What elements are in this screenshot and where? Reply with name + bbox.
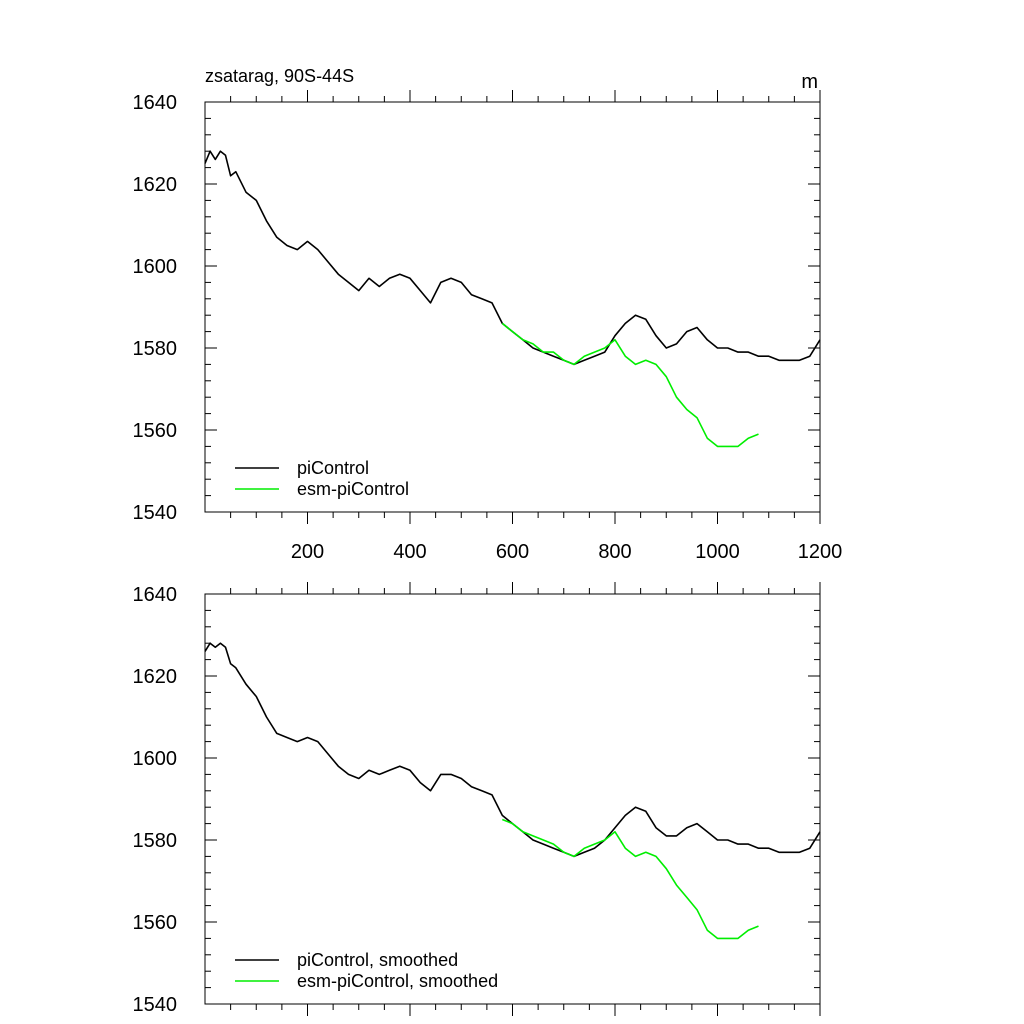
y-tick-label: 1560 — [133, 420, 178, 442]
x-tick-label: 600 — [496, 541, 529, 563]
series-line-esm-picontrol-smoothed — [502, 818, 759, 940]
x-tick-label: 800 — [598, 541, 631, 563]
x-tick-label: 200 — [291, 541, 324, 563]
legend-label: piControl — [297, 458, 369, 478]
legend-label: piControl, smoothed — [297, 950, 458, 970]
series-line-esm-picontrol — [501, 322, 759, 448]
plot-frame — [204, 593, 821, 1005]
legend-label: esm-piControl, smoothed — [297, 971, 498, 991]
chart-title: zsatarag, 90S-44S — [205, 66, 354, 86]
y-tick-label: 1620 — [133, 666, 178, 688]
y-tick-label: 1580 — [133, 338, 178, 360]
x-tick-label: 1000 — [695, 541, 740, 563]
x-tick-label: 1200 — [798, 541, 843, 563]
series-line-picontrol — [204, 150, 821, 366]
legend-label: esm-piControl — [297, 479, 409, 499]
y-tick-label: 1580 — [133, 830, 178, 852]
plot-frame — [204, 101, 821, 513]
plot-panel-1: 1540 1560 1580 1600 1620 1640 200 400 600 800 1000… — [133, 66, 843, 563]
units-label: m — [801, 71, 818, 93]
x-tick-label: 400 — [393, 541, 426, 563]
y-tick-label: 1540 — [133, 994, 178, 1016]
y-tick-label: 1540 — [133, 502, 178, 524]
series-line-picontrol-smoothed — [204, 642, 821, 858]
y-tick-label: 1600 — [133, 256, 178, 278]
y-tick-label: 1620 — [133, 174, 178, 196]
plot-panel-2: 1540 1560 1580 1600 1620 1640 piControl, smoot… — [133, 582, 821, 1016]
y-tick-label: 1640 — [133, 584, 178, 606]
y-tick-label: 1560 — [133, 912, 178, 934]
y-tick-label: 1600 — [133, 748, 178, 770]
y-tick-label: 1640 — [133, 92, 178, 114]
